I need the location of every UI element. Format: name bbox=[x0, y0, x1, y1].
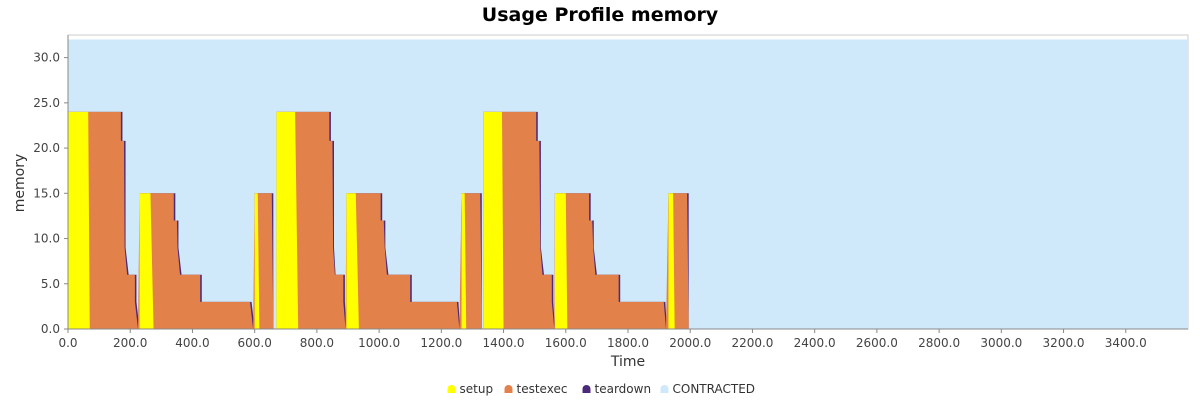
chart-title: Usage Profile memory bbox=[482, 4, 719, 26]
legend: setup testexec teardown CONTRACTED bbox=[447, 382, 756, 396]
legend-label: setup bbox=[460, 382, 494, 396]
x-tick-label: 3200.0 bbox=[1043, 336, 1085, 350]
x-tick-label: 1400.0 bbox=[483, 336, 525, 350]
legend-label: testexec bbox=[517, 382, 568, 396]
y-tick-label: 30.0 bbox=[33, 51, 60, 65]
y-tick-label: 10.0 bbox=[33, 232, 60, 246]
legend-item-setup: setup bbox=[447, 382, 494, 396]
x-axis-label: Time bbox=[610, 354, 645, 370]
y-tick-label: 25.0 bbox=[33, 96, 60, 110]
legend-item-contracted: CONTRACTED bbox=[660, 382, 756, 396]
series-layer bbox=[68, 39, 1188, 330]
x-tick-label: 3000.0 bbox=[980, 336, 1022, 350]
x-tick-label: 0.0 bbox=[58, 336, 77, 350]
x-tick-label: 2200.0 bbox=[731, 336, 773, 350]
legend-label: CONTRACTED bbox=[673, 382, 756, 396]
x-tick-label: 2600.0 bbox=[856, 336, 898, 350]
x-tick-label: 800.0 bbox=[300, 336, 334, 350]
x-tick-label: 2800.0 bbox=[918, 336, 960, 350]
legend-swatch bbox=[447, 385, 456, 393]
x-tick-label: 600.0 bbox=[237, 336, 271, 350]
x-tick-label: 3400.0 bbox=[1105, 336, 1147, 350]
x-tick-label: 1200.0 bbox=[420, 336, 462, 350]
x-tick-label: 1000.0 bbox=[358, 336, 400, 350]
x-tick-label: 2400.0 bbox=[794, 336, 836, 350]
x-tick-label: 200.0 bbox=[113, 336, 147, 350]
legend-swatch bbox=[504, 385, 513, 393]
ticks-layer: 0.0 200.0 400.0 600.0 800.0 1000.0 1200.0 1400.… bbox=[33, 51, 1146, 350]
x-tick-label: 1800.0 bbox=[607, 336, 649, 350]
legend-swatch bbox=[660, 385, 669, 393]
legend-item-teardown: teardown bbox=[582, 382, 652, 396]
legend-item-testexec: testexec bbox=[504, 382, 568, 396]
series-area-setup bbox=[68, 111, 1188, 329]
series-area-contracted bbox=[68, 39, 1188, 330]
y-axis-label: memory bbox=[12, 154, 28, 213]
x-tick-label: 2000.0 bbox=[669, 336, 711, 350]
y-tick-label: 20.0 bbox=[33, 141, 60, 155]
y-tick-label: 15.0 bbox=[33, 186, 60, 200]
y-tick-label: 5.0 bbox=[41, 277, 60, 291]
x-tick-label: 1600.0 bbox=[545, 336, 587, 350]
legend-label: teardown bbox=[595, 382, 652, 396]
legend-swatch bbox=[582, 385, 591, 393]
y-tick-label: 0.0 bbox=[41, 322, 60, 336]
x-tick-label: 400.0 bbox=[175, 336, 209, 350]
